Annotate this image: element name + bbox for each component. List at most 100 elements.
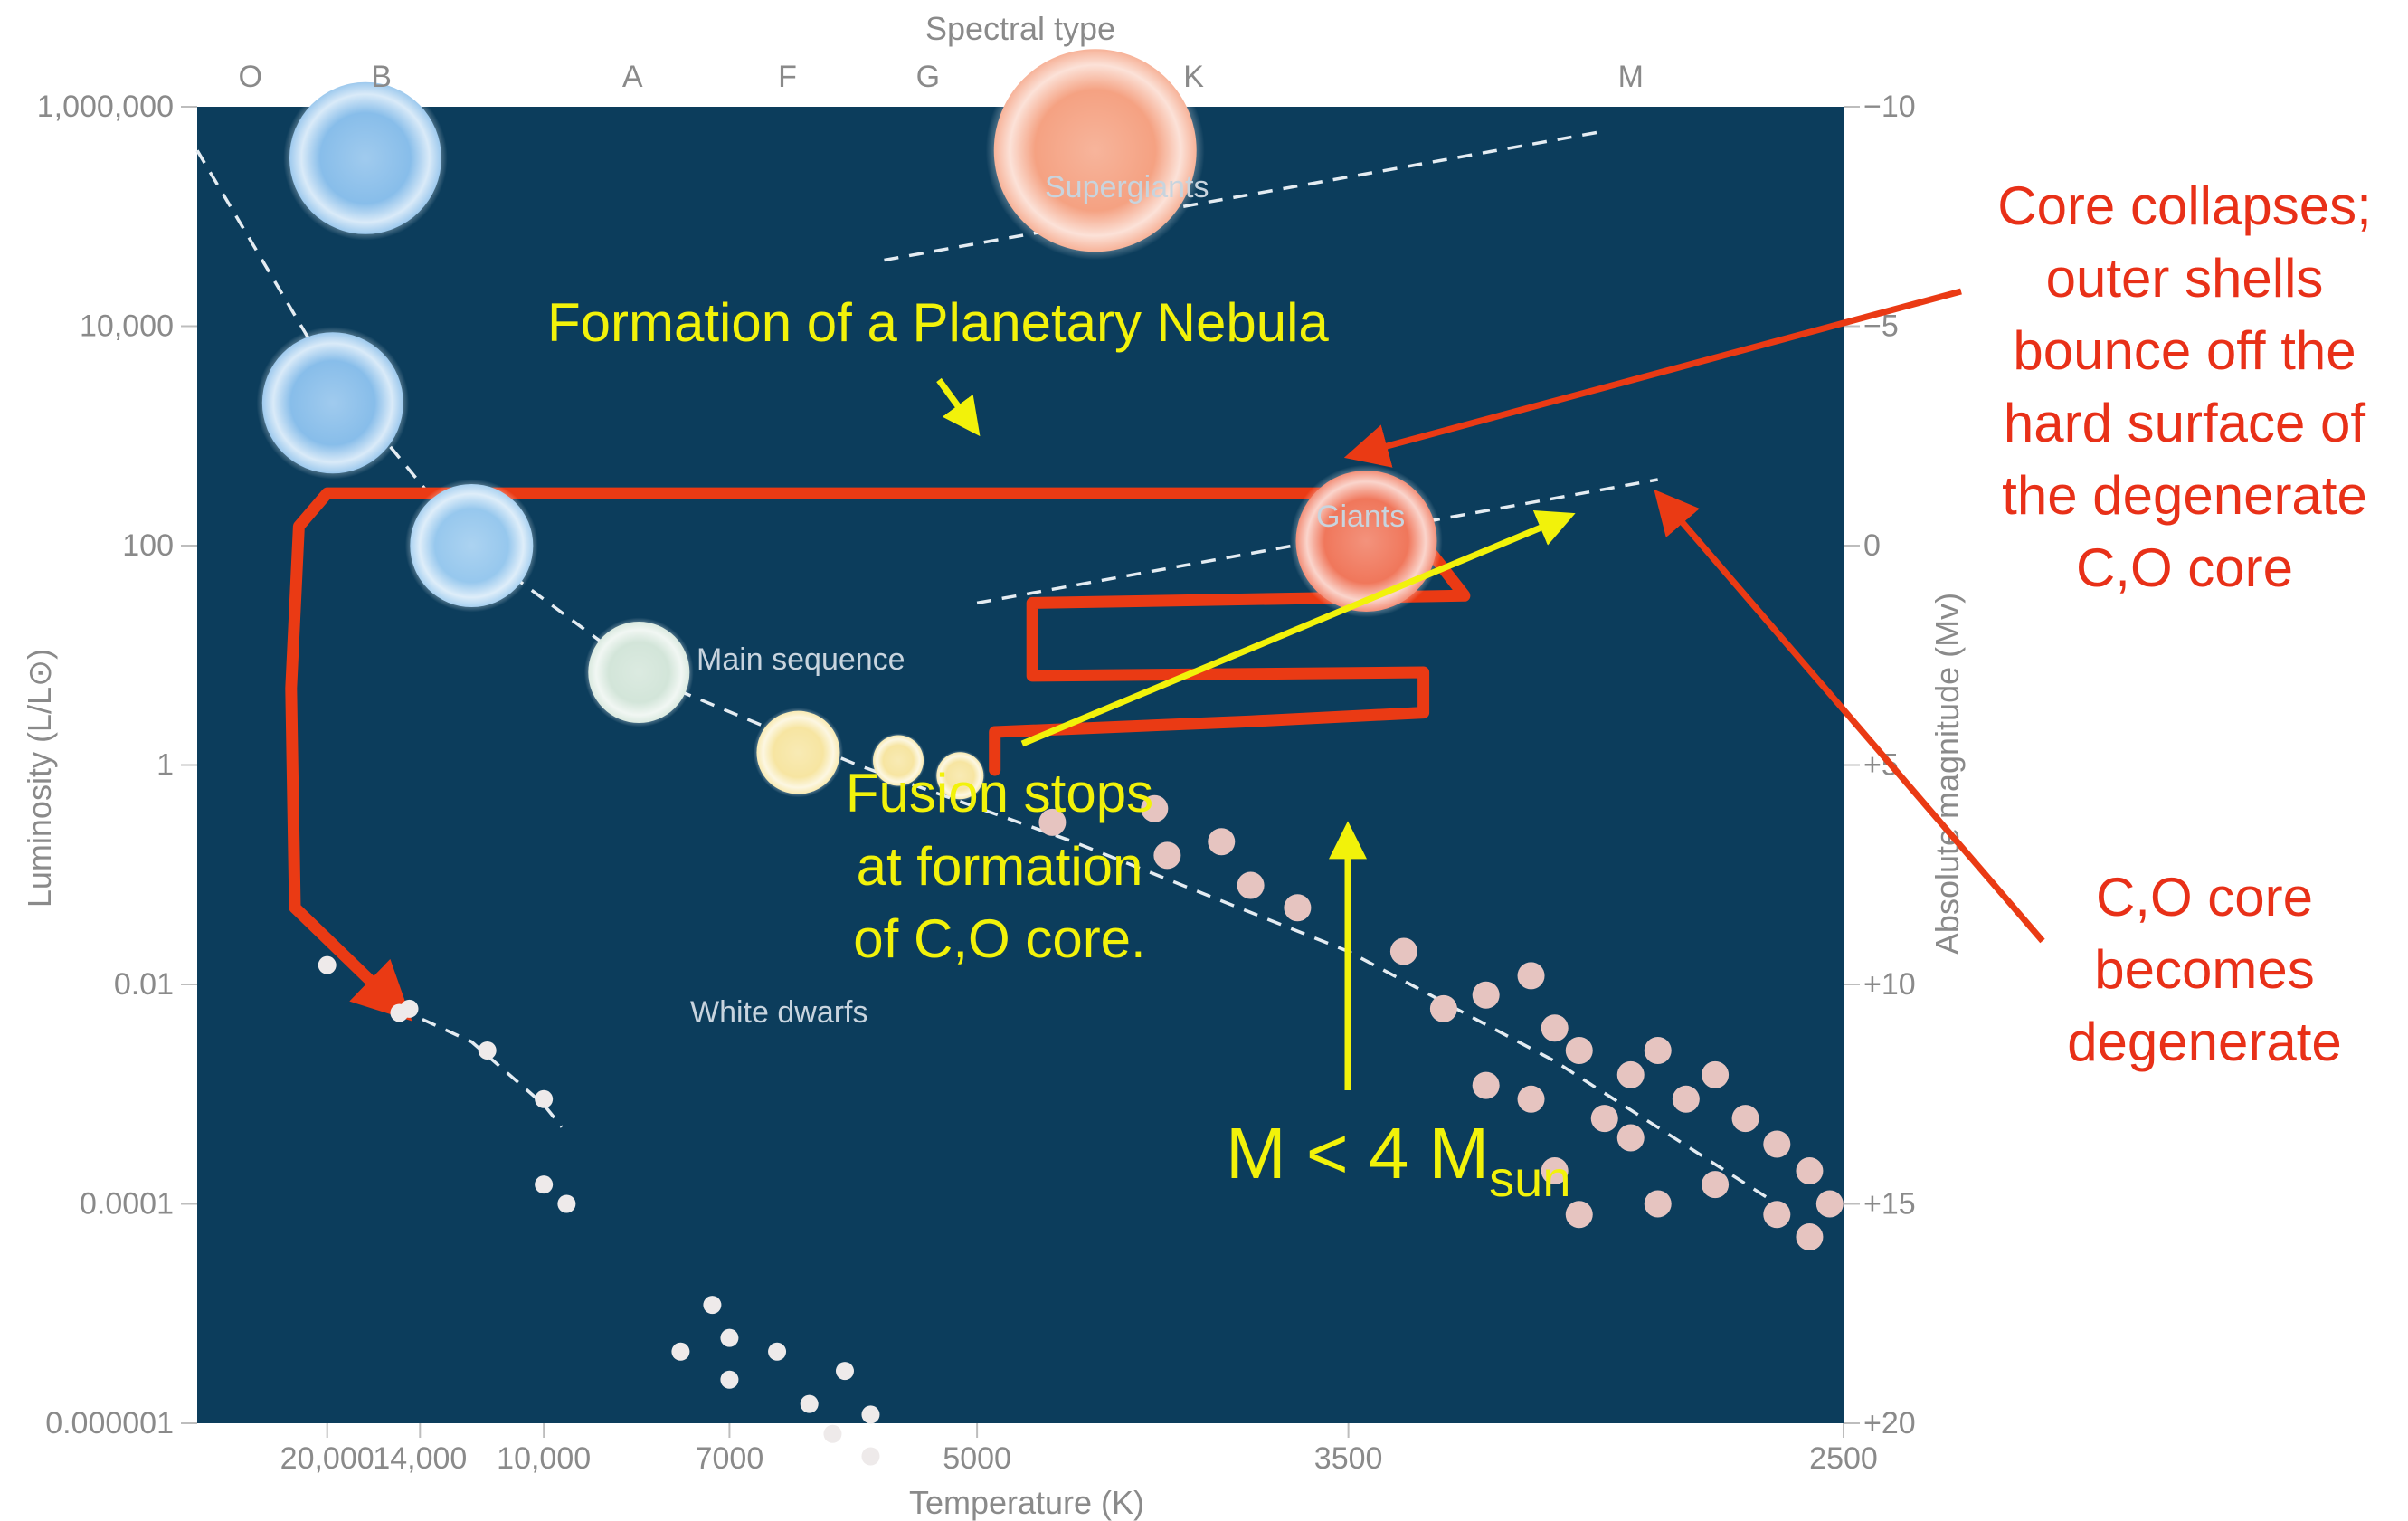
y2-tick-label: +20	[1863, 1406, 1916, 1440]
star-main-sequence-dot-29	[1616, 1124, 1645, 1152]
fusion-stops-line-1: Fusion stops	[846, 763, 1153, 823]
star-supergiant-7	[985, 41, 1205, 261]
fusion-arrow	[1020, 509, 1576, 747]
star-main-sequence-dot-24	[1644, 1190, 1672, 1218]
y2-tick-label: 0	[1863, 528, 1881, 563]
star-main-sequence-6	[934, 750, 986, 802]
star-main-sequence-2	[404, 479, 538, 613]
degenerate-arrow	[1654, 489, 2045, 944]
top-axis-title: Spectral type	[925, 10, 1115, 47]
star-white-dwarf-dot-40	[671, 1342, 690, 1361]
white-dwarfs-guide-line	[398, 1007, 564, 1128]
spectral-type-label: M	[1618, 60, 1644, 94]
x-tick-label: 3500	[1314, 1441, 1383, 1476]
core-collapse-line-2: outer shells	[2046, 248, 2324, 309]
star-white-dwarf-dot-33	[478, 1041, 497, 1060]
annotation-arrows	[936, 288, 2045, 1090]
star-main-sequence-dot-4	[1208, 828, 1236, 856]
co-core-annotation: C,O core becomes degenerate	[2067, 867, 2342, 1072]
fusion-stops-line-3: of C,O core.	[853, 908, 1145, 969]
star-main-sequence-dot-3	[1237, 871, 1265, 899]
star-main-sequence-dot-20	[1590, 1105, 1618, 1133]
star-main-sequence-dot-13	[1644, 1036, 1672, 1064]
mass-limit-subscript: sun	[1489, 1150, 1570, 1207]
star-main-sequence-dot-25	[1541, 1157, 1569, 1185]
y2-tick-label: +10	[1863, 967, 1916, 1002]
star-white-dwarf-dot-35	[535, 1175, 554, 1194]
star-main-sequence-dot-27	[1796, 1222, 1824, 1250]
star-main-sequence-dot-11	[1565, 1036, 1593, 1064]
nebula-arrow	[936, 377, 981, 437]
core-collapse-line-1: Core collapses;	[1997, 176, 2372, 236]
star-main-sequence-dot-23	[1763, 1201, 1791, 1229]
x-tick-label: 14,000	[373, 1441, 467, 1476]
star-glow	[1290, 464, 1443, 618]
supergiants-guide-line	[884, 129, 1606, 262]
star-main-sequence-dot-6	[1389, 937, 1417, 965]
star-main-sequence-dot-19	[1815, 1190, 1844, 1218]
y-tick-label: 1	[156, 748, 174, 783]
star-main-sequence-3	[583, 617, 694, 727]
star-white-dwarf-dot-44	[823, 1424, 842, 1443]
co-core-line-1: C,O core	[2096, 867, 2313, 927]
star-main-sequence-dot-28	[1565, 1201, 1593, 1229]
spectral-type-label: A	[622, 60, 643, 94]
star-glow	[985, 41, 1205, 261]
star-white-dwarf-dot-37	[703, 1296, 722, 1315]
star-main-sequence-dot-10	[1429, 994, 1457, 1022]
star-glow	[283, 76, 448, 241]
white-dwarfs-label: White dwarfs	[690, 995, 868, 1030]
y-tick-label: 0.01	[114, 967, 174, 1002]
star-white-dwarf-dot-34	[535, 1089, 554, 1108]
star-white-dwarf-dot-32	[390, 1003, 409, 1022]
spectral-type-label: G	[916, 60, 940, 94]
collapse-arrow	[1343, 288, 1962, 468]
star-white-dwarf-dot-39	[720, 1370, 739, 1389]
plot-area	[197, 107, 1844, 1423]
y2-axis-title: Absolute magnitude (Mv)	[1929, 593, 1966, 955]
star-main-sequence-dot-21	[1517, 1085, 1545, 1113]
star-glow	[753, 708, 844, 798]
star-main-sequence-dot-16	[1731, 1105, 1759, 1133]
star-main-sequence-dot-12	[1616, 1060, 1645, 1088]
planetary-nebula-annotation: Formation of a Planetary Nebula	[547, 292, 1329, 353]
co-core-line-2: becomes	[2094, 939, 2314, 1000]
star-giant-8	[1290, 464, 1443, 618]
x-axis-title: Temperature (K)	[909, 1484, 1144, 1521]
y-tick-label: 100	[122, 528, 174, 563]
spectral-type-label: O	[238, 60, 261, 94]
spectral-type-label: F	[778, 60, 797, 94]
star-main-sequence-dot-7	[1472, 981, 1500, 1009]
fusion-stops-line-2: at formation	[857, 836, 1143, 897]
star-main-sequence-dot-5	[1284, 894, 1312, 922]
core-collapse-line-3: bounce off the	[2013, 320, 2356, 381]
evolution-track	[285, 487, 1471, 1022]
core-collapse-line-4: hard surface of	[2004, 393, 2366, 453]
supergiants-label: Supergiants	[1045, 170, 1209, 204]
star-white-dwarf-dot-43	[800, 1394, 819, 1413]
spectral-type-label: B	[371, 60, 392, 94]
y2-tick-label: −10	[1863, 90, 1916, 124]
star-glow	[870, 733, 926, 788]
mass-limit-main: M < 4 M	[1226, 1113, 1489, 1193]
star-main-sequence-1	[256, 327, 410, 480]
star-markers	[256, 41, 1844, 1466]
y2-tick-label: +15	[1863, 1187, 1916, 1222]
star-white-dwarf-dot-41	[768, 1342, 787, 1361]
y-axis-title: Luminosity (L/L⊙)	[21, 649, 58, 908]
main-sequence-label: Main sequence	[697, 642, 905, 677]
core-collapse-line-6: C,O core	[2076, 537, 2293, 598]
star-white-dwarf-dot-42	[835, 1362, 854, 1381]
x-tick-label: 2500	[1809, 1441, 1878, 1476]
star-main-sequence-dot-26	[1472, 1071, 1500, 1099]
star-white-dwarf-dot-45	[861, 1405, 880, 1424]
y-tick-label: 10,000	[80, 309, 174, 344]
evolution-track-line	[285, 487, 1471, 1022]
star-main-sequence-dot-18	[1796, 1157, 1824, 1185]
star-main-sequence-dot-2	[1153, 841, 1181, 870]
star-main-sequence-dot-14	[1672, 1085, 1700, 1113]
star-main-sequence-dot-1	[1141, 794, 1169, 822]
y-tick-label: 1,000,000	[37, 90, 174, 124]
star-white-dwarf-dot-46	[861, 1447, 880, 1466]
